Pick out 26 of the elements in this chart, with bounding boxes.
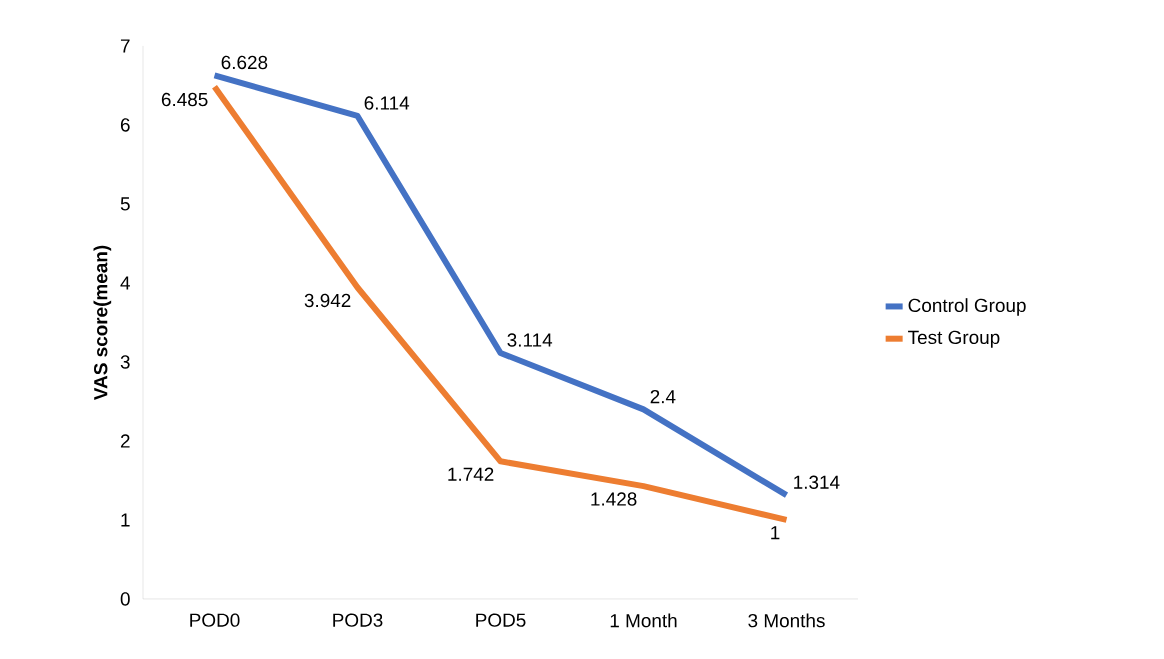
x-tick-label: 1 Month — [610, 613, 677, 628]
y-tick-label: 2 — [120, 434, 130, 448]
legend-label: Control Group — [908, 298, 1026, 316]
data-label: 2.4 — [650, 389, 676, 404]
y-tick-label: 6 — [120, 118, 130, 132]
data-label: 1.428 — [591, 492, 637, 506]
data-label: 6.114 — [364, 96, 410, 110]
y-tick-label: 4 — [120, 276, 130, 290]
x-tick-label: POD5 — [476, 613, 526, 627]
data-label: 1 — [771, 526, 780, 540]
data-label: 3.114 — [507, 333, 553, 347]
y-tick-label: 3 — [120, 355, 130, 369]
data-label: 1.742 — [448, 467, 494, 481]
y-axis-title: VAS score(mean) — [93, 245, 112, 400]
x-tick-label: POD3 — [333, 613, 383, 627]
legend-label: Test Group — [908, 330, 1000, 348]
y-tick-label: 0 — [120, 592, 130, 606]
data-label: 6.628 — [221, 55, 268, 70]
data-label: 3.942 — [304, 293, 351, 308]
data-label: 1.314 — [794, 475, 840, 489]
y-tick-label: 5 — [120, 197, 130, 211]
x-tick-label: 3 Months — [748, 613, 825, 628]
y-tick-label: 1 — [121, 513, 130, 527]
y-tick-label: 7 — [120, 39, 130, 53]
x-tick-label: POD0 — [190, 613, 240, 627]
data-label: 6.485 — [161, 92, 208, 107]
